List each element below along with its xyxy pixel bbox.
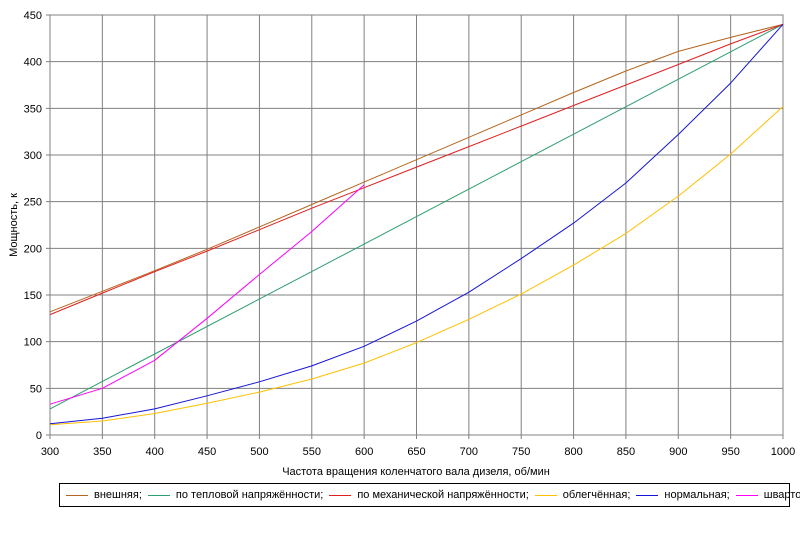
x-tick-label: 350 [93, 446, 111, 458]
y-tick-label: 200 [24, 243, 42, 255]
x-tick-label: 1000 [771, 446, 795, 458]
x-tick-labels: 300 350 400 450 500 550 600 650 700 750 800 850 900 9… [41, 446, 795, 458]
legend-label: по тепловой напряжённости; [175, 489, 324, 501]
y-axis-label: Мощность, к [8, 193, 20, 257]
legend: внешняя; по тепловой напряжённости; по мех… [59, 483, 800, 507]
x-tick-label: 600 [355, 446, 373, 458]
y-tick-labels: 0 50 100 150 200 250 300 350 400 450 [24, 10, 42, 442]
legend-swatch [735, 494, 758, 496]
legend-swatch [636, 494, 659, 496]
chart: 0 50 100 150 200 250 300 350 400 450 300 350 400 450… [8, 10, 795, 478]
x-tick-label: 800 [564, 446, 582, 458]
legend-item: по тепловой напряжённости; [142, 489, 323, 501]
legend-swatch [534, 494, 557, 496]
legend-item: швартовная. [730, 489, 800, 501]
y-tick-label: 450 [24, 10, 42, 22]
x-tick-label: 450 [198, 446, 216, 458]
series-line-3 [49, 23, 784, 316]
series-group [49, 23, 784, 426]
x-tick-label: 650 [407, 446, 425, 458]
legend-item: внешняя; [60, 489, 142, 501]
legend-label: нормальная; [664, 489, 730, 501]
y-tick-label: 50 [30, 383, 42, 395]
legend-swatch [329, 494, 352, 496]
legend-item: нормальная; [630, 489, 730, 501]
x-tick-label: 400 [146, 446, 164, 458]
legend-item: облегчённая; [529, 489, 631, 501]
y-tick-label: 100 [24, 337, 42, 349]
legend-label: внешняя; [94, 489, 142, 501]
x-axis-label: Частота вращения коленчатого вала дизеля… [282, 466, 550, 478]
series-line-1 [49, 23, 784, 313]
x-tick-label: 550 [303, 446, 321, 458]
x-tick-label: 900 [669, 446, 687, 458]
legend-label: облегчённая; [562, 489, 631, 501]
x-tick-label: 950 [721, 446, 739, 458]
y-tick-label: 400 [24, 57, 42, 69]
x-tick-label: 300 [41, 446, 59, 458]
legend-swatch [66, 494, 88, 496]
series-line-2 [49, 23, 784, 410]
x-tick-label: 750 [512, 446, 530, 458]
x-tick-label: 850 [617, 446, 635, 458]
legend-label: швартовная. [763, 489, 800, 501]
x-tick-label: 500 [250, 446, 268, 458]
x-tick-label: 700 [460, 446, 478, 458]
y-tick-label: 350 [24, 103, 42, 115]
legend-label: по механической напряжённости; [357, 489, 529, 501]
grid [46, 14, 784, 439]
y-tick-label: 150 [24, 290, 42, 302]
legend-item: по механической напряжённости; [323, 489, 529, 501]
y-tick-label: 300 [24, 150, 42, 162]
y-tick-label: 0 [36, 430, 42, 442]
series-line-5 [49, 23, 784, 425]
series-line-6 [49, 184, 365, 405]
legend-swatch [147, 494, 170, 496]
y-tick-label: 250 [24, 197, 42, 209]
series-line-4 [49, 106, 784, 426]
